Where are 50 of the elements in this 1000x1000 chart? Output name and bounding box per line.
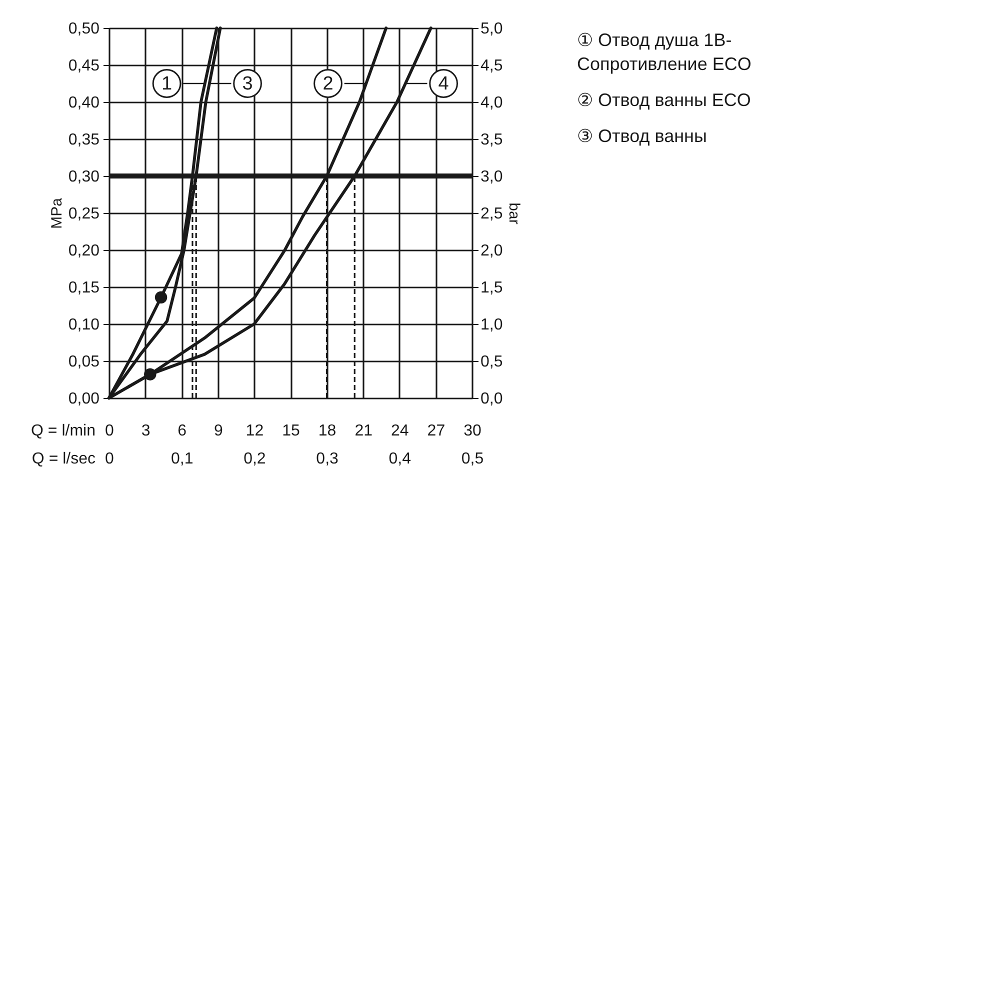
y2-axis-title: bar — [506, 202, 523, 224]
legend-label: 4 — [438, 74, 450, 94]
y2-tick-label: 3,0 — [480, 168, 503, 186]
y2-tick-label: 0,5 — [480, 354, 503, 370]
y-tick-label: 0,10 — [68, 316, 100, 334]
y2-tick-label: 0,0 — [480, 390, 503, 408]
y2-tick-label: 1,5 — [480, 280, 503, 296]
x2-tick-label: 0,4 — [388, 450, 412, 468]
y2-tick-label: 4,0 — [480, 94, 503, 112]
x-tick-label: 18 — [318, 422, 336, 440]
x-tick-label: 27 — [427, 422, 446, 440]
y-tick-label: 0,00 — [68, 390, 100, 408]
y-tick-label: 0,20 — [68, 242, 100, 260]
x-tick-label: 30 — [464, 422, 482, 440]
text: ③ Отвод ванны — [577, 126, 707, 146]
y-tick-label: 0,30 — [68, 168, 100, 186]
y-tick-label: 0,35 — [68, 132, 100, 148]
y2-tick-label: 1,0 — [480, 316, 503, 334]
x-tick-label: 24 — [391, 422, 409, 440]
x-tick-label: 15 — [282, 422, 300, 440]
x2-tick-label: 0,1 — [170, 450, 194, 468]
series-label: 1 — [161, 74, 172, 94]
x2-axis-title: Q = l/sec — [32, 450, 96, 468]
y2-tick-label: 4,5 — [480, 58, 503, 74]
x2-tick-label: 0,3 — [316, 450, 339, 468]
y-tick-label: 0,45 — [68, 58, 100, 74]
y2-tick-label: 2,0 — [480, 242, 503, 260]
x-tick-label: 9 — [214, 422, 223, 440]
y-tick-label: 0,40 — [68, 94, 100, 112]
x-tick-label: 0 — [105, 422, 114, 440]
y-tick-label: 0,15 — [68, 280, 100, 296]
y-axis-title: MPa — [48, 197, 66, 229]
y-tick-label: 0,25 — [68, 206, 100, 222]
x-tick-label: 6 — [178, 422, 187, 440]
x2-tick-label: 0,5 — [461, 450, 484, 468]
y2-tick-label: 2,5 — [480, 206, 503, 222]
x2-tick-label: 0 — [105, 450, 114, 468]
x-tick-label: 21 — [354, 422, 373, 440]
text: ② Отвод ванны ECO — [577, 90, 751, 110]
y-tick-label: 0,50 — [68, 20, 100, 38]
series-label: 2 — [322, 74, 334, 94]
text: ① Отвод душа 1B- Сопротивление ECO — [577, 30, 752, 74]
x2-tick-label: 0,2 — [244, 450, 266, 468]
x-tick-label: 3 — [141, 422, 150, 440]
y2-tick-label: 5,0 — [480, 20, 503, 38]
y-tick-label: 0,05 — [68, 354, 100, 370]
y2-tick-label: 3,5 — [480, 132, 503, 148]
legend-label: 3 — [242, 74, 253, 94]
x-tick-label: 12 — [246, 422, 264, 440]
x-axis-title: Q = l/min — [31, 422, 96, 440]
